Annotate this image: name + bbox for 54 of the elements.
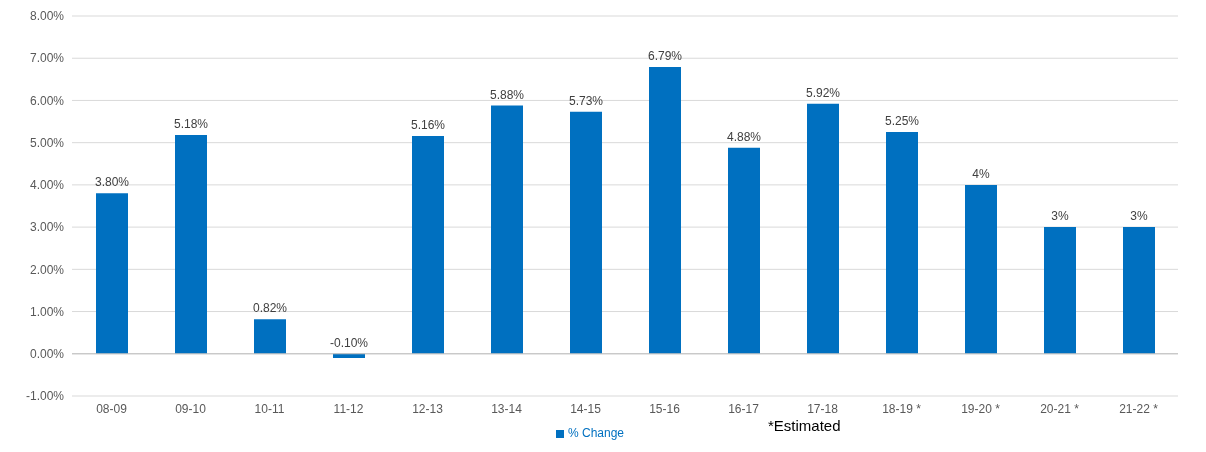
x-tick-label: 13-14	[491, 401, 523, 416]
x-tick-label: 16-17	[728, 401, 760, 416]
data-label: 3%	[1051, 209, 1069, 224]
bar	[412, 135, 444, 354]
bar	[807, 103, 839, 354]
y-tick-label: 5.00%	[29, 135, 65, 150]
x-tick-label: 15-16	[649, 401, 681, 416]
x-tick-label: 17-18	[807, 401, 839, 416]
bar	[965, 184, 997, 354]
data-label: 4.88%	[726, 129, 762, 144]
x-tick-label: 10-11	[254, 401, 285, 416]
x-tick-label: 14-15	[570, 401, 602, 416]
data-label: 3.80%	[94, 175, 130, 190]
x-tick-label: 11-12	[333, 401, 364, 416]
bar	[570, 111, 602, 354]
y-tick-label: 4.00%	[29, 178, 65, 193]
y-tick-label: 1.00%	[29, 304, 65, 319]
bar	[728, 147, 760, 354]
x-tick-label: 09-10	[175, 401, 207, 416]
x-tick-label: 20-21 *	[1040, 401, 1080, 416]
bar	[175, 135, 207, 354]
bar	[1044, 227, 1076, 354]
data-label: 3%	[1130, 209, 1148, 224]
x-tick-label: 19-20 *	[961, 401, 1001, 416]
x-tick-label: 12-13	[412, 401, 444, 416]
bar	[491, 105, 523, 354]
y-tick-label: 2.00%	[29, 262, 65, 277]
y-tick-label: 6.00%	[29, 93, 65, 108]
y-tick-label: 7.00%	[29, 51, 65, 66]
data-label: -0.10%	[329, 335, 369, 350]
y-tick-label: 0.00%	[29, 347, 65, 362]
data-label: 5.25%	[884, 114, 920, 129]
bar	[333, 353, 365, 358]
data-label: 5.92%	[805, 85, 841, 100]
bar	[96, 193, 128, 354]
y-tick-label: 3.00%	[29, 220, 65, 235]
x-tick-label: 08-09	[96, 401, 128, 416]
x-tick-label: 21-22 *	[1119, 401, 1159, 416]
y-tick-label: 8.00%	[29, 9, 65, 24]
data-label: 5.88%	[489, 87, 525, 102]
y-tick-label: -1.00%	[25, 389, 65, 404]
data-label: 0.82%	[252, 301, 288, 316]
bar	[649, 67, 681, 354]
bar	[1123, 227, 1155, 354]
data-label: 5.16%	[410, 117, 446, 132]
legend-label: % Change	[567, 426, 625, 440]
bar	[254, 319, 286, 354]
x-tick-label: 18-19 *	[882, 401, 922, 416]
data-label: 5.73%	[568, 93, 604, 108]
data-label: 5.18%	[173, 117, 209, 132]
data-label: 4%	[972, 166, 990, 181]
text: *Estimated	[768, 417, 841, 434]
bar	[886, 132, 918, 354]
data-label: 6.79%	[647, 49, 683, 64]
